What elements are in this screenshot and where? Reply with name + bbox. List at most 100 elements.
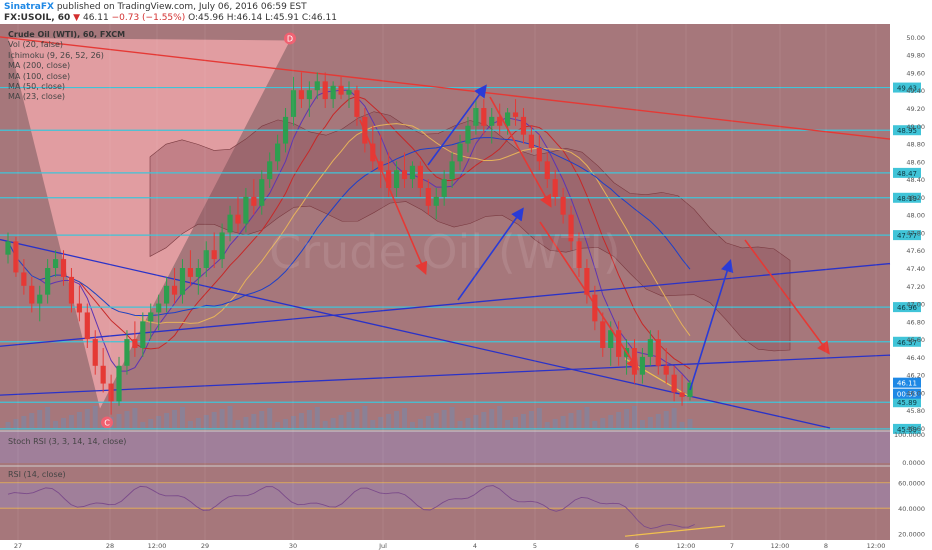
- candle-body: [76, 303, 82, 313]
- last-price-label: 46.11: [897, 380, 917, 388]
- candle-body: [21, 272, 27, 286]
- level-label: 49.43: [897, 85, 917, 93]
- rsi-line: [7, 485, 695, 529]
- volume-bar: [370, 420, 376, 428]
- level-tag: [893, 82, 921, 93]
- volume-bar: [520, 414, 526, 428]
- study-ma23[interactable]: MA (23, close): [8, 92, 66, 102]
- study-ma200[interactable]: MA (200, close): [8, 61, 71, 71]
- volume-bar: [346, 412, 352, 428]
- candle-body: [441, 179, 447, 197]
- study-ma100[interactable]: MA (100, close): [8, 71, 71, 81]
- stoch-rsi-label[interactable]: Stoch RSI (3, 3, 14, 14, close): [8, 437, 127, 446]
- volume-bar: [386, 414, 392, 428]
- time-tick-label: Jul: [378, 542, 387, 550]
- volume-bar: [457, 421, 463, 428]
- level-label: 48.19: [897, 195, 917, 203]
- volume-bar: [560, 416, 566, 428]
- rsi-label[interactable]: RSI (14, close): [8, 470, 66, 479]
- price-tick-label: 46.40: [906, 354, 925, 362]
- candle-body: [243, 196, 249, 224]
- bearish-arrow: [744, 239, 830, 355]
- symbol-label[interactable]: FX:USOIL, 60: [4, 13, 71, 23]
- time-tick-label: 27: [14, 542, 22, 550]
- candle-body: [401, 170, 408, 180]
- volume-bar: [227, 406, 233, 428]
- volume-bar: [124, 411, 130, 428]
- candle-body: [655, 339, 661, 366]
- volume-bar: [473, 415, 479, 428]
- candle-body: [409, 165, 416, 180]
- candle-body: [457, 143, 463, 162]
- candle-body: [68, 276, 75, 304]
- volume-bar: [624, 409, 630, 428]
- time-tick-label: 7: [730, 542, 734, 550]
- candle-body: [5, 241, 11, 255]
- volume-bar: [425, 416, 431, 428]
- candle-body: [45, 268, 51, 295]
- volume-bar: [441, 410, 447, 428]
- volume-bar: [140, 422, 146, 428]
- volume-bar: [687, 419, 693, 428]
- volume-bar: [322, 421, 328, 428]
- level-label: 45.59: [897, 426, 917, 434]
- study-ichimoku[interactable]: Ichimoku (9, 26, 52, 26): [8, 50, 104, 60]
- rsi-divergence-line: [624, 525, 726, 537]
- volume-bar: [13, 419, 19, 428]
- candle-body: [219, 232, 225, 260]
- volume-bar: [497, 406, 503, 428]
- volume-bar: [68, 415, 74, 428]
- candle-body: [592, 294, 598, 322]
- price-tick-label: 46.60: [906, 336, 925, 344]
- volume-bar: [37, 410, 43, 428]
- volume-bar: [409, 422, 415, 428]
- candle-body: [259, 179, 265, 206]
- volume-bar: [679, 422, 685, 428]
- price-tick-label: 49.60: [906, 69, 925, 77]
- volume-bar: [179, 407, 185, 428]
- volume-bar: [402, 408, 408, 428]
- candle-body: [282, 116, 289, 144]
- volume-bar: [235, 420, 241, 428]
- candle-body: [211, 250, 217, 260]
- volume-bar: [251, 414, 257, 428]
- horizontal-levels: 49.43 48.95 48.47 48.19 47.77 46.96 46.57 45.89…: [0, 82, 921, 434]
- candle-body: [306, 90, 312, 100]
- candle-body: [489, 116, 495, 126]
- price-tick-label: 48.60: [906, 158, 925, 166]
- price-tick-label: 49.00: [906, 123, 925, 131]
- candle-body: [536, 148, 542, 162]
- bearish-arrow: [539, 221, 639, 371]
- bullish-arrow: [457, 207, 524, 301]
- candle-body: [338, 85, 344, 95]
- volume-bar: [647, 417, 653, 428]
- price-tick-label: 47.80: [906, 229, 925, 237]
- volume-bar: [433, 413, 439, 428]
- volume-bar: [616, 412, 622, 428]
- price-tick-label: 49.80: [906, 52, 925, 60]
- candle-body: [164, 285, 170, 304]
- published-text: published on TradingView.com, July 06, 2…: [56, 2, 307, 12]
- volume-bar: [600, 418, 606, 428]
- publisher-name[interactable]: SinatraFX: [4, 2, 54, 12]
- candle-body: [108, 383, 114, 402]
- volume-bar: [306, 410, 312, 428]
- study-volume[interactable]: Vol (20, false): [8, 40, 64, 50]
- candle-body: [267, 161, 273, 180]
- volume-bar: [61, 418, 67, 428]
- candle-body: [124, 339, 130, 366]
- volume-bar: [608, 415, 614, 428]
- time-tick-label: 12:00: [148, 542, 167, 550]
- point-c-label: C: [104, 418, 110, 427]
- candle-body: [148, 312, 154, 322]
- candle-body: [481, 108, 487, 126]
- volume-bar: [21, 416, 27, 428]
- study-ma50[interactable]: MA (50, close): [8, 82, 66, 92]
- volume-bar: [211, 412, 217, 428]
- candle-body: [132, 339, 138, 348]
- candle-body: [433, 196, 439, 206]
- price-tick-label: 45.80: [906, 407, 925, 415]
- price-tick-label: 49.40: [906, 87, 925, 95]
- instrument-title[interactable]: Crude Oil (WTI), 60, FXCM: [8, 30, 126, 39]
